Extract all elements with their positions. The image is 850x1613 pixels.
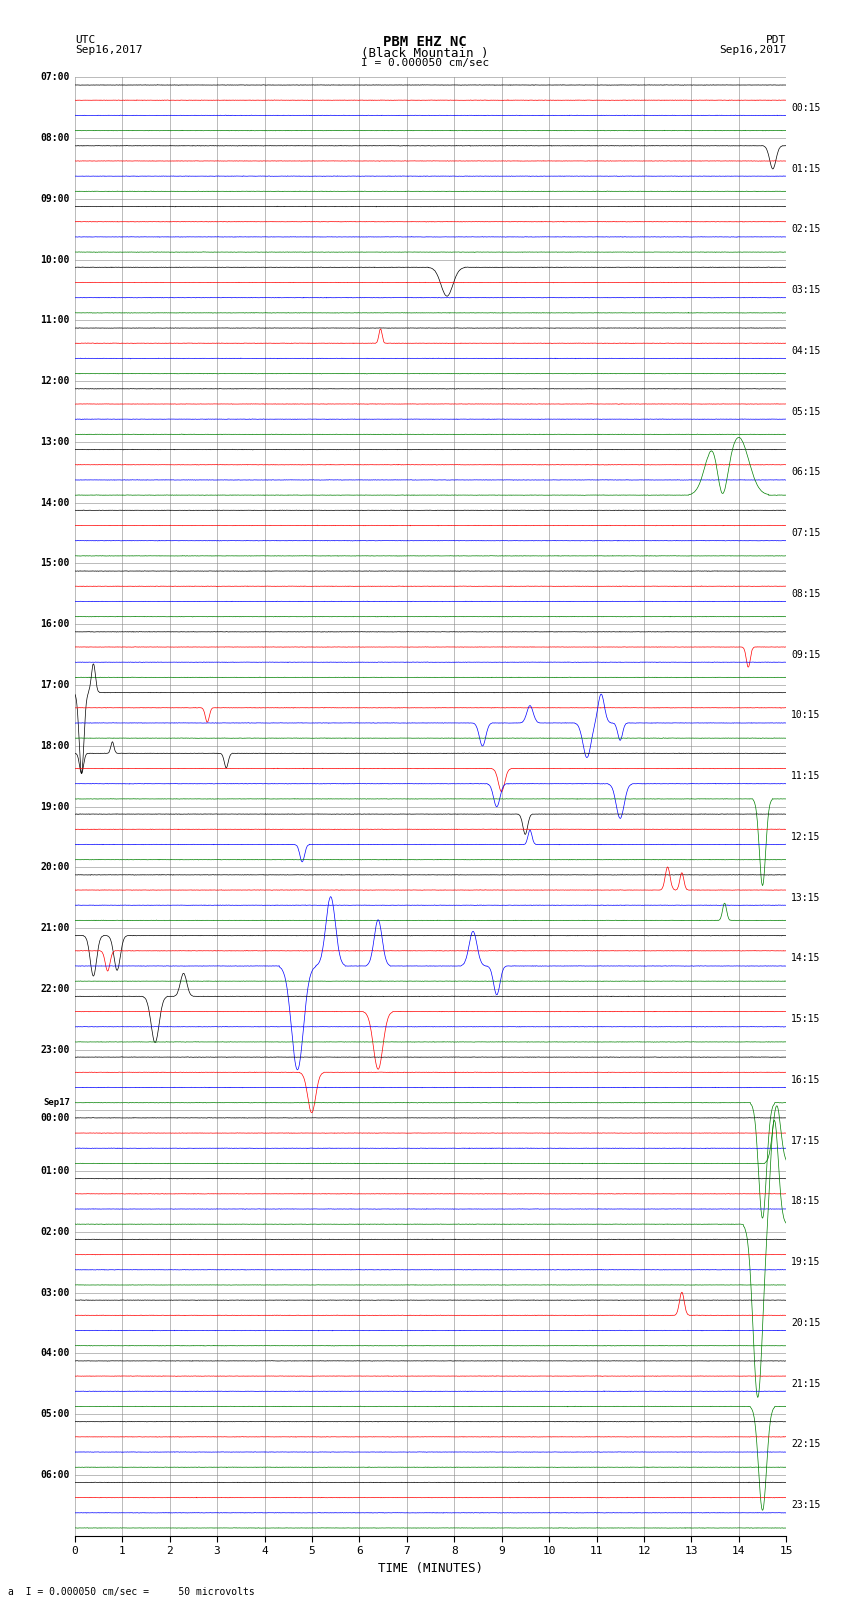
Text: 15:15: 15:15 <box>791 1015 820 1024</box>
Text: 07:15: 07:15 <box>791 527 820 539</box>
Text: 23:15: 23:15 <box>791 1500 820 1510</box>
Text: 01:00: 01:00 <box>41 1166 70 1176</box>
Text: 12:00: 12:00 <box>41 376 70 386</box>
Text: 15:00: 15:00 <box>41 558 70 568</box>
Text: 22:00: 22:00 <box>41 984 70 994</box>
Text: 17:15: 17:15 <box>791 1136 820 1145</box>
Text: 02:00: 02:00 <box>41 1227 70 1237</box>
Text: 03:15: 03:15 <box>791 286 820 295</box>
Text: 18:15: 18:15 <box>791 1197 820 1207</box>
Text: 20:00: 20:00 <box>41 863 70 873</box>
X-axis label: TIME (MINUTES): TIME (MINUTES) <box>378 1561 483 1574</box>
Text: 11:15: 11:15 <box>791 771 820 781</box>
Text: 13:15: 13:15 <box>791 892 820 903</box>
Text: 11:00: 11:00 <box>41 316 70 326</box>
Text: 13:00: 13:00 <box>41 437 70 447</box>
Text: PBM EHZ NC: PBM EHZ NC <box>383 35 467 50</box>
Text: 03:00: 03:00 <box>41 1287 70 1297</box>
Text: 12:15: 12:15 <box>791 832 820 842</box>
Text: 20:15: 20:15 <box>791 1318 820 1327</box>
Text: a  I = 0.000050 cm/sec =     50 microvolts: a I = 0.000050 cm/sec = 50 microvolts <box>8 1587 255 1597</box>
Text: 04:15: 04:15 <box>791 345 820 356</box>
Text: Sep17: Sep17 <box>43 1098 70 1107</box>
Text: 06:00: 06:00 <box>41 1469 70 1479</box>
Text: I = 0.000050 cm/sec: I = 0.000050 cm/sec <box>361 58 489 68</box>
Text: 19:15: 19:15 <box>791 1257 820 1268</box>
Text: 17:00: 17:00 <box>41 681 70 690</box>
Text: 00:15: 00:15 <box>791 103 820 113</box>
Text: Sep16,2017: Sep16,2017 <box>75 45 142 55</box>
Text: 02:15: 02:15 <box>791 224 820 234</box>
Text: (Black Mountain ): (Black Mountain ) <box>361 47 489 60</box>
Text: 01:15: 01:15 <box>791 163 820 174</box>
Text: 05:15: 05:15 <box>791 406 820 416</box>
Text: 14:00: 14:00 <box>41 498 70 508</box>
Text: 16:00: 16:00 <box>41 619 70 629</box>
Text: 09:15: 09:15 <box>791 650 820 660</box>
Text: PDT: PDT <box>766 35 786 45</box>
Text: 08:15: 08:15 <box>791 589 820 598</box>
Text: 23:00: 23:00 <box>41 1045 70 1055</box>
Text: 14:15: 14:15 <box>791 953 820 963</box>
Text: 08:00: 08:00 <box>41 134 70 144</box>
Text: 19:00: 19:00 <box>41 802 70 811</box>
Text: 05:00: 05:00 <box>41 1410 70 1419</box>
Text: UTC: UTC <box>75 35 95 45</box>
Text: 10:15: 10:15 <box>791 710 820 721</box>
Text: 21:15: 21:15 <box>791 1379 820 1389</box>
Text: 10:00: 10:00 <box>41 255 70 265</box>
Text: 22:15: 22:15 <box>791 1439 820 1450</box>
Text: 16:15: 16:15 <box>791 1074 820 1086</box>
Text: 07:00: 07:00 <box>41 73 70 82</box>
Text: 06:15: 06:15 <box>791 468 820 477</box>
Text: 09:00: 09:00 <box>41 194 70 203</box>
Text: 21:00: 21:00 <box>41 923 70 932</box>
Text: 18:00: 18:00 <box>41 740 70 750</box>
Text: 04:00: 04:00 <box>41 1348 70 1358</box>
Text: 00:00: 00:00 <box>41 1113 70 1123</box>
Text: Sep16,2017: Sep16,2017 <box>719 45 786 55</box>
